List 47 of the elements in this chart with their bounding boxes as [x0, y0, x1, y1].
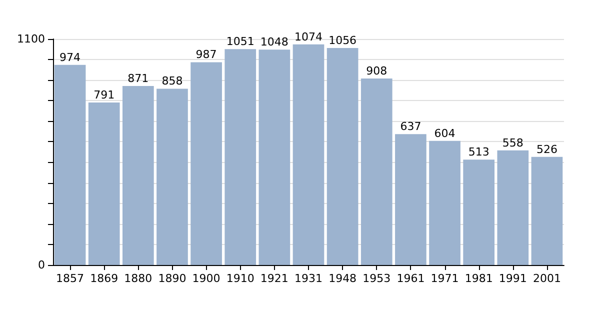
x-tick-label: 1921	[260, 272, 288, 285]
x-tick-label: 1971	[430, 272, 459, 285]
data-label: 526	[536, 142, 558, 156]
bar	[190, 62, 222, 265]
x-tick-label: 2001	[532, 272, 561, 285]
bar	[224, 49, 256, 265]
bar	[429, 140, 460, 265]
x-tick-label: 1900	[192, 272, 220, 285]
x-tick-label: 1953	[362, 272, 391, 285]
x-tick-label: 1857	[56, 272, 84, 285]
y-tick-label: 1100	[17, 32, 45, 46]
bar	[156, 88, 188, 265]
data-label: 637	[400, 120, 422, 134]
x-tick-label: 1948	[328, 272, 357, 285]
x-tick-label: 1961	[396, 272, 425, 285]
bar	[258, 50, 290, 265]
bar	[54, 64, 86, 265]
x-tick-label: 1931	[294, 272, 322, 285]
x-tick-label: 1991	[498, 272, 527, 285]
bar	[122, 86, 154, 265]
data-label: 558	[502, 136, 524, 150]
x-tick-label: 1910	[226, 272, 254, 285]
data-label: 604	[434, 126, 456, 140]
bar	[292, 44, 324, 265]
bar	[463, 160, 495, 265]
data-label: 1051	[226, 35, 254, 48]
x-tick-label: 1869	[90, 272, 118, 285]
bar	[360, 78, 392, 265]
bar	[88, 102, 120, 265]
data-label: 858	[162, 74, 183, 88]
data-label: 513	[468, 146, 490, 159]
x-tick-label: 1880	[124, 272, 152, 285]
bar	[326, 48, 358, 265]
data-label: 871	[128, 72, 149, 86]
data-label: 987	[196, 48, 217, 62]
data-label: 791	[94, 88, 115, 102]
data-label: 1074	[294, 30, 322, 44]
y-tick-label: 0	[38, 258, 45, 272]
bar	[395, 134, 426, 265]
x-tick-label: 1890	[158, 272, 186, 285]
data-label: 1056	[328, 34, 357, 48]
x-tick-label: 1981	[464, 272, 493, 285]
data-label: 908	[366, 64, 388, 78]
bar	[531, 156, 563, 265]
data-label: 974	[60, 50, 81, 64]
bar	[497, 150, 529, 265]
data-label: 1048	[260, 36, 288, 49]
